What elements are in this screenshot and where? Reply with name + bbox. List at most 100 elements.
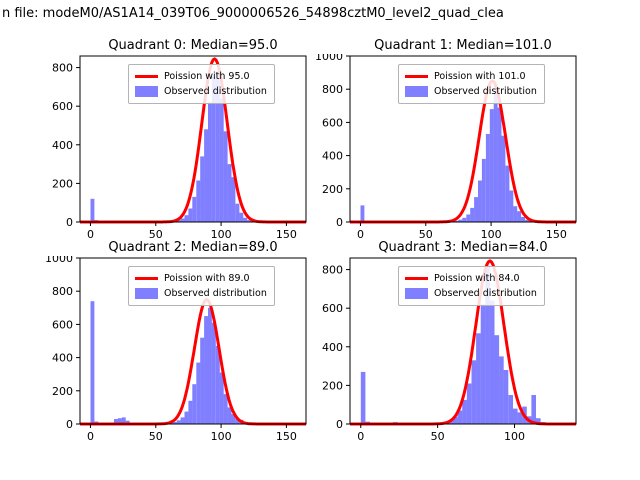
y-tick-label: 200 <box>52 385 73 398</box>
subplot-quadrant-1: Quadrant 1: Median=101.0 0 50 100 150 0 200 40… <box>306 38 606 252</box>
histogram-bar <box>176 220 181 222</box>
legend-label-poisson: Poission with 95.0 <box>164 71 250 82</box>
histogram-bar <box>458 219 463 222</box>
histogram-bar <box>503 370 509 424</box>
histogram-bar <box>513 408 518 424</box>
x-tick-label: 0 <box>357 430 364 443</box>
legend-entry-observed: Observed distribution <box>135 84 267 99</box>
histogram-bar <box>471 360 477 424</box>
y-tick-label: 800 <box>52 285 73 298</box>
histogram-bar <box>204 316 208 424</box>
subplot-quadrant-3: Quadrant 3: Median=84.0 0 50 100 0 200 400 600… <box>306 240 606 454</box>
subplot-title-q1: Quadrant 1: Median=101.0 <box>374 38 552 53</box>
legend-label-observed: Observed distribution <box>434 288 537 299</box>
histogram-bar <box>454 220 459 222</box>
y-tick-label: 400 <box>322 341 343 354</box>
histogram-bar <box>247 220 252 222</box>
histogram-bar <box>480 304 486 424</box>
x-tick-label: 0 <box>357 228 364 241</box>
x-tick-label: 100 <box>481 228 502 241</box>
axes-frame <box>79 257 307 425</box>
y-tick-label: 0 <box>336 216 343 229</box>
legend-entry-poisson: Poission with 89.0 <box>135 271 267 286</box>
y-tick-label: 600 <box>322 116 343 129</box>
x-tick-label: 50 <box>431 430 445 443</box>
y-tick-label: 0 <box>66 418 73 431</box>
y-tick-label: 1000 <box>45 256 73 265</box>
y-tick-label: 600 <box>322 302 343 315</box>
subplot-title-q2: Quadrant 2: Median=89.0 <box>108 240 278 255</box>
histogram-bar <box>462 399 467 424</box>
y-tick-label: 600 <box>52 318 73 331</box>
histogram-bar <box>517 412 523 424</box>
histogram-bar <box>90 301 95 424</box>
histogram-bar <box>192 196 197 222</box>
histogram-bar <box>470 207 475 222</box>
x-tick-label: 100 <box>211 228 232 241</box>
legend-label-poisson: Poission with 84.0 <box>434 273 520 284</box>
observed-patch-swatch <box>135 288 158 299</box>
histogram-bar <box>499 356 504 424</box>
observed-patch-swatch <box>405 86 428 97</box>
y-tick-label: 200 <box>52 177 73 190</box>
histogram-bar <box>117 418 122 424</box>
x-tick-label: 0 <box>87 430 94 443</box>
histogram-bar <box>227 164 232 222</box>
x-tick-label: 150 <box>276 430 297 443</box>
x-tick-label: 150 <box>276 228 297 241</box>
histogram-bar <box>457 410 463 424</box>
histogram-bar <box>531 395 536 424</box>
subplot-axes-q1: 0 50 100 150 0 200 400 600 800 1000 <box>315 54 577 241</box>
y-tick-label: 800 <box>322 264 343 277</box>
histogram-bar <box>508 395 513 424</box>
histogram-bar <box>360 371 366 424</box>
histogram-bar <box>184 215 189 222</box>
histogram-bar <box>208 307 212 424</box>
histogram-bar <box>125 420 130 424</box>
histogram-bar <box>90 198 95 222</box>
histogram-bar <box>489 300 495 424</box>
histogram-bar <box>188 208 193 222</box>
histogram-bar <box>219 372 224 424</box>
legend-q0: Poission with 95.0 Observed distribution <box>128 64 275 104</box>
y-tick-label: 1000 <box>315 54 343 63</box>
axes-frame <box>79 55 307 223</box>
histogram-bar <box>114 419 118 424</box>
histogram-bar <box>196 180 201 222</box>
histogram-bar <box>180 218 185 222</box>
y-tick-label: 800 <box>322 83 343 96</box>
histogram-bar <box>200 156 205 222</box>
histogram-bar <box>223 394 228 424</box>
observed-patch-swatch <box>405 288 428 299</box>
legend-entry-poisson: Poission with 84.0 <box>405 271 537 286</box>
histogram-bar <box>243 217 248 222</box>
x-tick-label: 50 <box>419 228 433 241</box>
subplot-title-q3: Quadrant 3: Median=84.0 <box>378 240 548 255</box>
y-tick-label: 400 <box>52 139 73 152</box>
histogram-bar <box>453 416 458 424</box>
histogram-bar <box>184 411 189 424</box>
legend-entry-observed: Observed distribution <box>135 286 267 301</box>
subplot-axes-q0: 0 50 100 150 0 200 400 600 800 <box>52 55 307 241</box>
legend-q3: Poission with 84.0 Observed distribution <box>398 266 545 306</box>
histogram-bar <box>211 76 216 222</box>
poisson-line-swatch <box>135 75 158 78</box>
y-tick-label: 600 <box>52 100 73 113</box>
legend-entry-observed: Observed distribution <box>405 286 537 301</box>
histogram-bar <box>215 71 220 223</box>
poisson-line-swatch <box>405 277 428 280</box>
y-tick-label: 0 <box>66 216 73 229</box>
y-tick-label: 200 <box>322 183 343 196</box>
legend-entry-observed: Observed distribution <box>405 84 537 99</box>
subplot-axes-q2: 0 50 100 150 0 200 400 600 800 1000 <box>45 256 307 443</box>
histogram-bar <box>525 219 529 222</box>
histogram-bar <box>219 98 224 222</box>
histogram-bar <box>505 165 510 222</box>
histogram-bar <box>481 158 486 222</box>
subplot-axes-q3: 0 50 100 0 200 400 600 800 <box>322 257 577 443</box>
x-tick-label: 50 <box>149 430 163 443</box>
legend-q2: Poission with 89.0 Observed distribution <box>128 266 275 306</box>
legend-entry-poisson: Poission with 95.0 <box>135 69 267 84</box>
histogram-bar <box>231 414 236 424</box>
